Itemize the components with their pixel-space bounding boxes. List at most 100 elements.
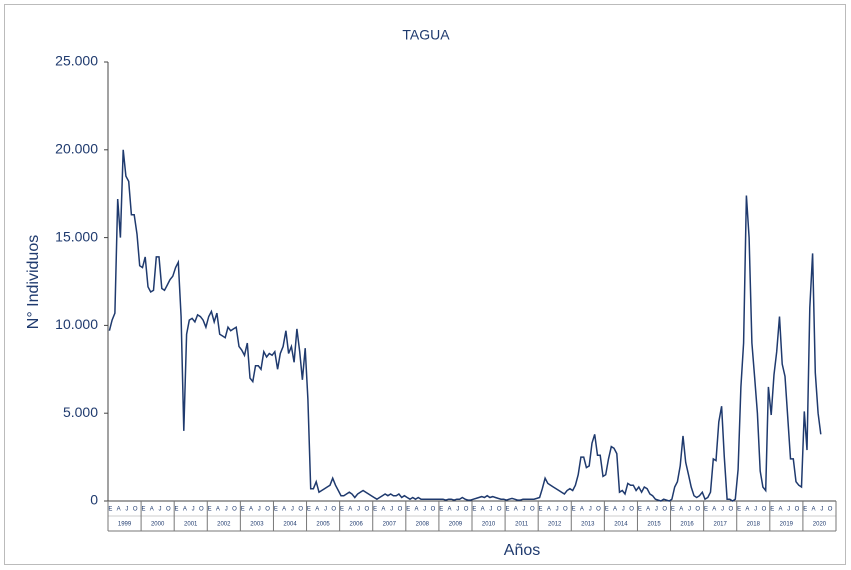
- month-label: E: [108, 507, 112, 513]
- month-label: J: [489, 507, 492, 513]
- chart-title: TAGUA: [402, 27, 450, 43]
- month-label: O: [795, 507, 800, 513]
- y-tick-label: 10.000: [55, 316, 98, 332]
- month-label: J: [820, 507, 823, 513]
- month-label: A: [580, 507, 584, 513]
- month-label: J: [291, 507, 294, 513]
- month-label: O: [662, 507, 667, 513]
- month-label: O: [497, 507, 502, 513]
- month-label: J: [324, 507, 327, 513]
- month-label: E: [373, 507, 377, 513]
- year-label: 2018: [747, 522, 761, 528]
- month-label: E: [208, 507, 212, 513]
- month-label: J: [589, 507, 592, 513]
- month-label: E: [141, 507, 145, 513]
- month-label: E: [770, 507, 774, 513]
- month-label: O: [530, 507, 535, 513]
- y-tick-label: 5.000: [63, 404, 98, 420]
- year-label: 2019: [780, 522, 794, 528]
- month-label: E: [803, 507, 807, 513]
- month-label: O: [431, 507, 436, 513]
- y-tick-label: 0: [90, 492, 98, 508]
- month-label: J: [754, 507, 757, 513]
- month-label: J: [721, 507, 724, 513]
- year-label: 2008: [416, 522, 430, 528]
- month-label: A: [812, 507, 816, 513]
- month-label: O: [563, 507, 568, 513]
- x-axis-label: Años: [504, 542, 540, 559]
- year-label: 2020: [813, 522, 827, 528]
- y-tick-label: 25.000: [55, 53, 98, 69]
- year-label: 2005: [316, 522, 330, 528]
- month-label: O: [762, 507, 767, 513]
- month-label: A: [547, 507, 551, 513]
- year-label: 2017: [714, 522, 728, 528]
- month-label: J: [125, 507, 128, 513]
- month-label: J: [192, 507, 195, 513]
- year-label: 2012: [548, 522, 562, 528]
- month-label: O: [596, 507, 601, 513]
- month-label: O: [364, 507, 369, 513]
- frame: [4, 4, 846, 565]
- month-label: O: [695, 507, 700, 513]
- month-label: O: [298, 507, 303, 513]
- month-label: O: [728, 507, 733, 513]
- year-label: 2015: [647, 522, 661, 528]
- month-label: A: [514, 507, 518, 513]
- year-label: 2004: [283, 522, 297, 528]
- year-label: 2003: [250, 522, 264, 528]
- month-label: O: [265, 507, 270, 513]
- data-line: [108, 149, 822, 502]
- month-label: E: [704, 507, 708, 513]
- month-label: A: [778, 507, 782, 513]
- month-label: J: [622, 507, 625, 513]
- month-label: A: [282, 507, 286, 513]
- month-label: E: [175, 507, 179, 513]
- year-label: 2014: [614, 522, 628, 528]
- month-label: A: [381, 507, 385, 513]
- month-label: J: [556, 507, 559, 513]
- month-label: J: [523, 507, 526, 513]
- month-label: J: [787, 507, 790, 513]
- month-label: J: [390, 507, 393, 513]
- month-label: J: [655, 507, 658, 513]
- month-label: A: [117, 507, 121, 513]
- year-label: 2001: [184, 522, 198, 528]
- y-tick-label: 20.000: [55, 141, 98, 157]
- month-label: A: [249, 507, 253, 513]
- month-label: A: [183, 507, 187, 513]
- year-label: 2010: [482, 522, 496, 528]
- month-label: E: [737, 507, 741, 513]
- month-label: A: [745, 507, 749, 513]
- month-label: A: [216, 507, 220, 513]
- month-label: E: [638, 507, 642, 513]
- month-label: A: [613, 507, 617, 513]
- month-label: O: [828, 507, 833, 513]
- month-label: E: [605, 507, 609, 513]
- month-label: A: [348, 507, 352, 513]
- month-label: O: [232, 507, 237, 513]
- month-label: E: [241, 507, 245, 513]
- month-label: A: [448, 507, 452, 513]
- year-label: 2000: [151, 522, 165, 528]
- year-label: 2009: [449, 522, 463, 528]
- month-label: E: [472, 507, 476, 513]
- month-label: E: [505, 507, 509, 513]
- month-label: J: [258, 507, 261, 513]
- year-label: 2011: [515, 522, 529, 528]
- month-label: J: [688, 507, 691, 513]
- year-label: 2006: [350, 522, 364, 528]
- month-label: O: [464, 507, 469, 513]
- month-label: E: [406, 507, 410, 513]
- month-label: A: [315, 507, 319, 513]
- month-label: O: [199, 507, 204, 513]
- month-label: J: [225, 507, 228, 513]
- year-label: 2007: [383, 522, 397, 528]
- month-label: E: [307, 507, 311, 513]
- month-label: E: [274, 507, 278, 513]
- month-label: J: [456, 507, 459, 513]
- month-label: E: [439, 507, 443, 513]
- month-label: E: [671, 507, 675, 513]
- month-label: J: [423, 507, 426, 513]
